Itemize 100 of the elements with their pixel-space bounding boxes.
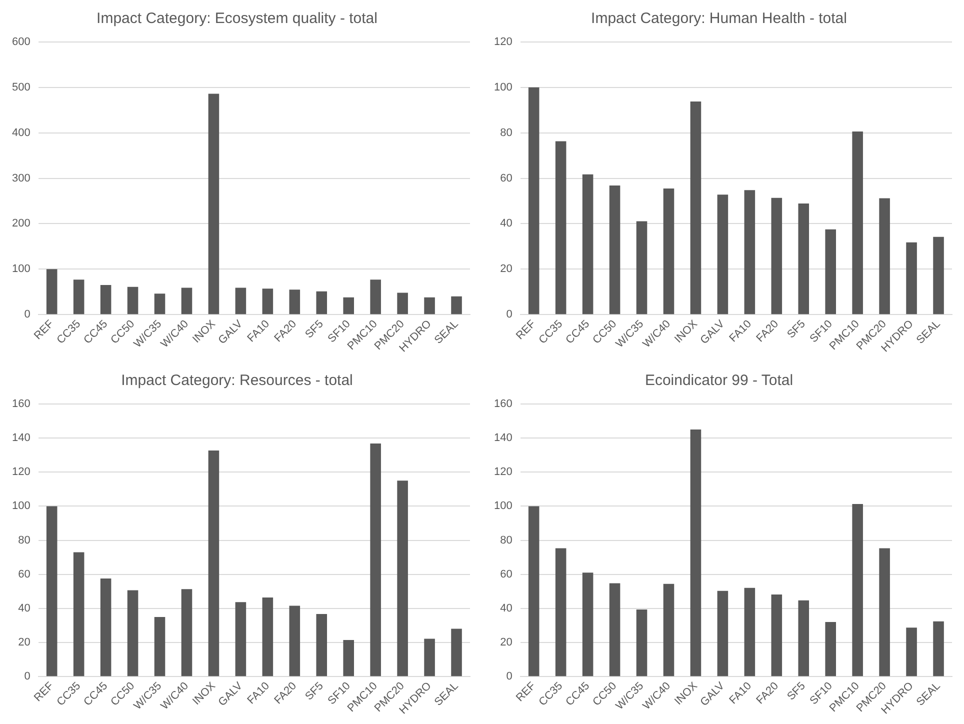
y-tick-label: 100 — [494, 81, 512, 94]
bar — [528, 87, 540, 314]
bar — [771, 198, 782, 314]
chart-title: Ecoindicator 99 - Total — [644, 372, 794, 390]
bar — [528, 506, 540, 676]
y-tick-label: 20 — [500, 636, 512, 649]
y-tick-label: 160 — [12, 398, 30, 410]
bar — [636, 221, 648, 314]
y-tick-label: 100 — [12, 500, 30, 512]
x-tick-label: SF5 — [303, 318, 326, 341]
y-tick-label: 300 — [12, 172, 30, 184]
y-tick-label: 160 — [494, 398, 512, 410]
y-tick-label: 80 — [500, 534, 512, 546]
bar — [235, 288, 246, 314]
x-tick-label: SF5 — [785, 680, 808, 703]
y-tick-label: 40 — [500, 602, 512, 614]
y-tick-label: 500 — [12, 81, 30, 94]
bar — [289, 290, 300, 314]
bar — [825, 622, 836, 676]
bar — [852, 131, 863, 314]
bar — [262, 288, 274, 314]
bar — [73, 280, 84, 314]
bar — [744, 190, 756, 314]
bar — [555, 548, 566, 676]
y-tick-label: 100 — [12, 263, 30, 276]
bar — [852, 504, 863, 676]
bar — [127, 286, 138, 314]
y-tick-label: 60 — [500, 568, 512, 580]
y-tick-label: 80 — [500, 126, 512, 139]
y-tick-label: 0 — [24, 670, 30, 683]
bar — [825, 229, 836, 314]
y-tick-label: 120 — [12, 466, 30, 478]
chart-title: Impact Category: Human Health - total — [591, 10, 847, 28]
bar — [262, 598, 274, 676]
chart-title: Impact Category: Ecosystem quality - total — [96, 10, 378, 28]
y-tick-label: 120 — [494, 466, 512, 478]
chart-title: Impact Category: Resources - total — [121, 372, 353, 390]
y-tick-label: 0 — [24, 308, 30, 321]
bar — [208, 450, 220, 676]
bar — [46, 269, 58, 314]
bar — [663, 584, 674, 676]
bar — [154, 616, 166, 676]
bar — [181, 288, 192, 314]
bar — [609, 186, 620, 314]
y-tick-label: 40 — [500, 218, 512, 230]
bar — [663, 188, 674, 314]
bar — [154, 294, 166, 314]
y-tick-label: 60 — [500, 172, 512, 184]
bar — [636, 609, 648, 676]
bar — [127, 590, 138, 676]
bar — [555, 141, 566, 314]
y-tick-label: 0 — [506, 670, 512, 683]
bar — [100, 578, 112, 676]
y-tick-label: 140 — [494, 432, 512, 444]
bar — [316, 614, 328, 676]
y-tick-label: 20 — [18, 636, 30, 649]
y-tick-label: 140 — [12, 432, 30, 444]
bar — [879, 548, 890, 676]
bar — [690, 102, 702, 314]
y-tick-label: 60 — [18, 568, 30, 580]
bar — [397, 292, 408, 314]
x-tick-label: SF5 — [303, 680, 326, 703]
bar — [582, 174, 594, 314]
bar — [397, 480, 408, 676]
y-tick-label: 40 — [18, 602, 30, 614]
bar — [609, 583, 620, 676]
bar — [424, 638, 435, 676]
bar — [289, 606, 300, 676]
y-tick-label: 120 — [494, 36, 512, 48]
y-tick-label: 100 — [494, 500, 512, 512]
bar — [73, 552, 84, 676]
bar — [771, 594, 782, 676]
bar — [181, 589, 192, 676]
y-tick-label: 80 — [18, 534, 30, 546]
bar — [451, 296, 462, 314]
bar — [933, 236, 944, 314]
bar — [424, 297, 435, 314]
bar — [582, 572, 594, 676]
bar — [46, 506, 58, 676]
y-tick-label: 0 — [506, 308, 512, 321]
bar — [343, 640, 354, 676]
bar — [906, 242, 917, 314]
bar — [798, 600, 810, 676]
bar — [744, 588, 756, 676]
bar — [100, 285, 112, 314]
bar — [798, 204, 810, 314]
bar — [208, 94, 220, 314]
bar — [370, 280, 381, 314]
bar — [879, 198, 890, 314]
bar — [316, 291, 328, 314]
y-tick-label: 200 — [12, 218, 30, 230]
x-tick-label: SF5 — [785, 318, 808, 341]
bar — [451, 628, 462, 676]
bar — [717, 590, 728, 676]
bar — [717, 194, 728, 314]
bar — [906, 628, 917, 676]
bar — [343, 297, 354, 314]
y-tick-label: 400 — [12, 126, 30, 139]
bar — [690, 430, 702, 676]
bar — [370, 444, 381, 676]
